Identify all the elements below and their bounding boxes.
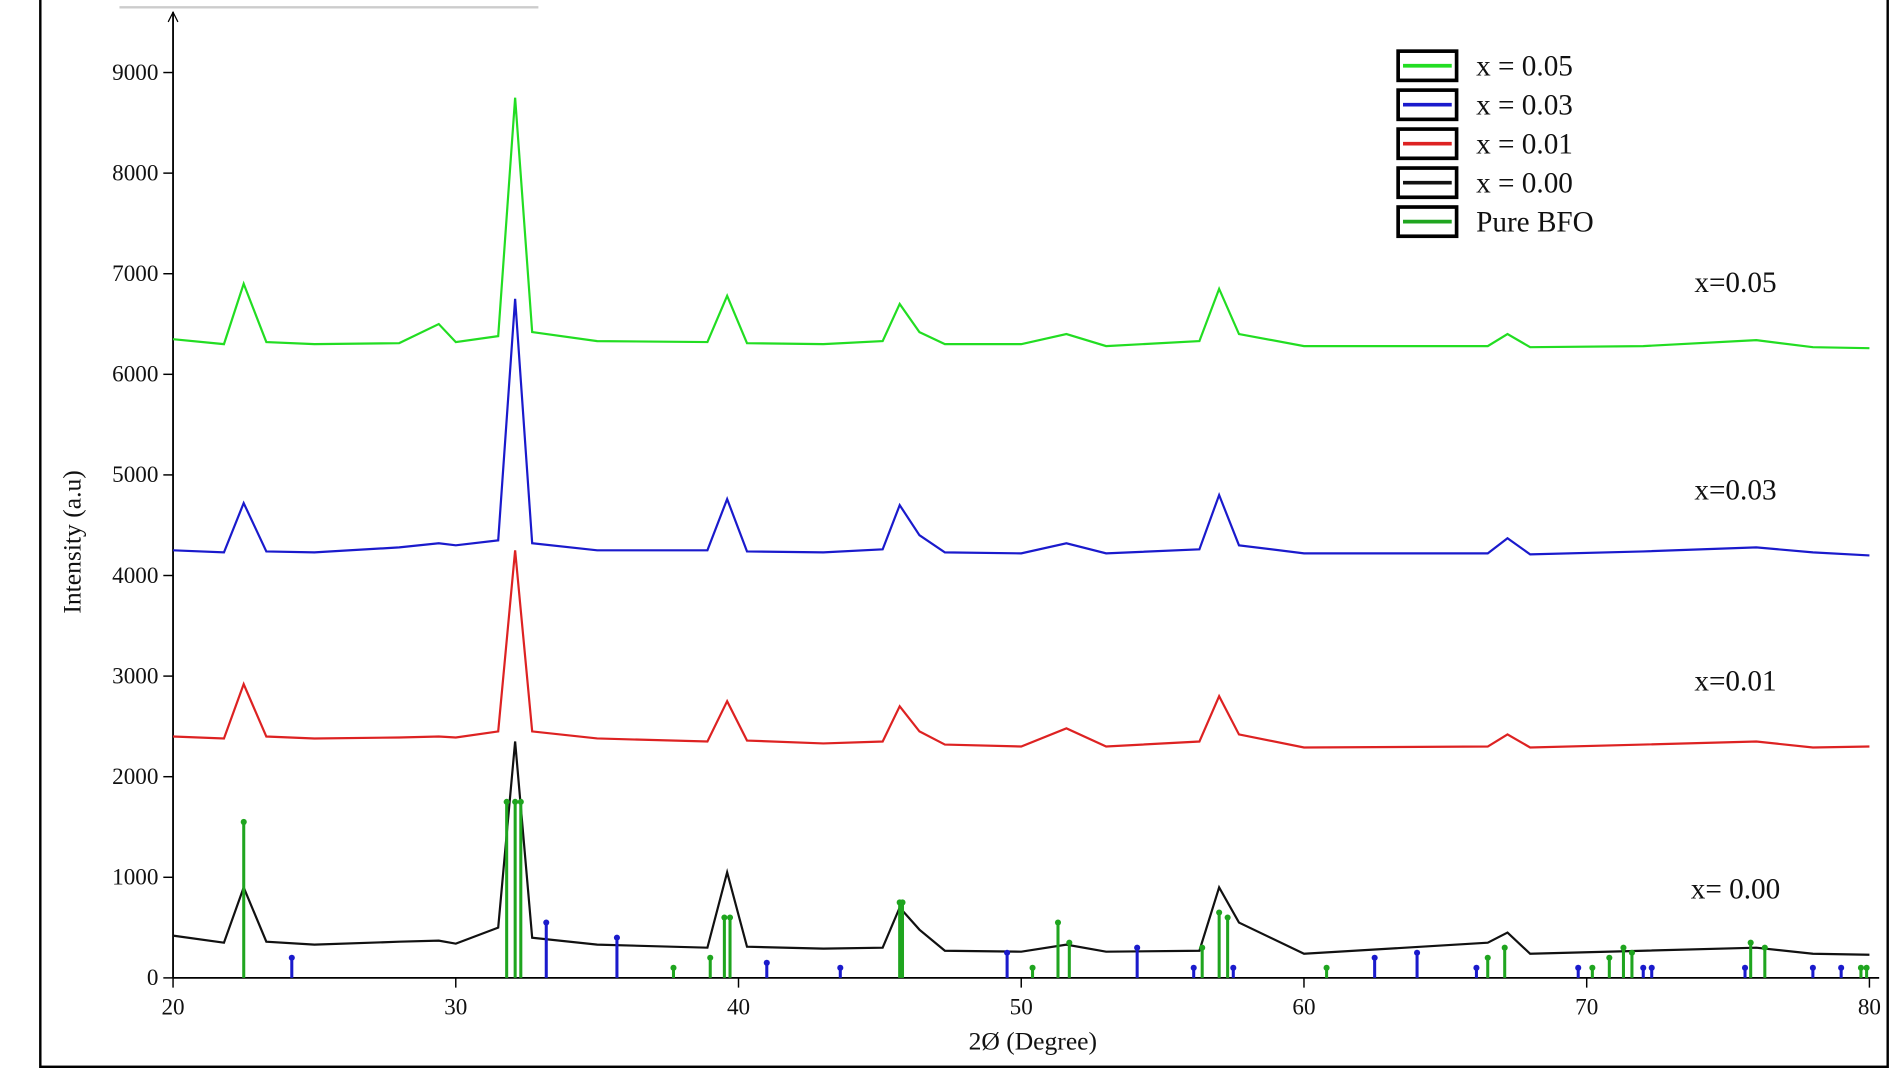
series-annotation: x= 0.00 [1691,874,1781,906]
stick-cap [1134,944,1141,951]
y-axis-arrow [167,10,179,23]
x-axis-title: 2Ø (Degree) [969,1027,1097,1056]
stick-cap [1575,964,1582,971]
legend-label: Pure BFO [1476,206,1594,238]
stick-cap [1473,964,1480,971]
stick-cap [1066,939,1073,946]
stick-cap [721,914,728,921]
stick-cap [707,954,714,961]
x-tick-label: 70 [1575,994,1598,1020]
stick-cap [517,798,524,805]
stick-cap [1216,909,1223,916]
stick-cap [1648,964,1655,971]
stick-cap [1501,944,1508,951]
x-tick-label: 30 [444,994,467,1020]
stick-cap [1628,949,1635,956]
stick-cap [1838,964,1845,971]
stick-cap [1589,964,1596,971]
series-annotation: x=0.03 [1694,474,1776,506]
stick-cap [1371,954,1378,961]
stick-cap [288,954,295,961]
stick-cap [1224,914,1231,921]
stick-cap [670,964,677,971]
y-tick-label: 6000 [112,362,158,388]
stick-cap [1199,944,1206,951]
stick-cap [1054,919,1062,926]
y-tick-label: 5000 [112,462,158,488]
x-tick-label: 60 [1292,994,1315,1020]
stick-cap [1484,954,1491,961]
stick-cap [899,899,906,906]
y-tick-label: 9000 [112,60,158,86]
series-annotation: x=0.01 [1694,665,1776,697]
y-tick-label: 8000 [112,160,158,186]
stick-cap [1857,964,1864,971]
stick-cap [1640,964,1647,971]
stick-cap [1620,944,1627,951]
y-tick-label: 3000 [112,663,158,689]
legend-label: x = 0.00 [1476,167,1573,199]
stick-cap [1230,964,1237,971]
stick-cap [726,914,734,921]
y-tick-label: 0 [147,965,159,991]
y-tick-label: 1000 [112,865,158,891]
stick-cap [1004,949,1011,956]
series-line [173,550,1870,749]
stick-cap [512,798,519,805]
legend-label: x = 0.01 [1476,128,1573,160]
legend: x = 0.05 x = 0.03 x = 0.01 x = 0.00 Pure BFO [1396,49,1594,238]
x-tick-label: 40 [727,994,750,1020]
stick-cap [837,964,844,971]
y-tick-label: 7000 [112,261,158,287]
stick-cap [1863,964,1870,971]
stick-cap [613,934,620,941]
series-line [172,97,1870,350]
frame [39,0,1889,1068]
stick-cap [1761,944,1768,951]
series-annotation: x=0.05 [1694,267,1776,299]
stick-cap [1323,964,1330,971]
x-tick-label: 20 [161,994,184,1020]
series-line [172,741,1870,956]
x-tick-label: 50 [1010,994,1033,1020]
x-tick-label: 80 [1858,994,1881,1020]
legend-label: x = 0.03 [1476,89,1573,121]
series-line [173,298,1870,557]
y-tick-label: 2000 [112,764,158,790]
stick-cap [503,798,510,805]
stick-cap [1190,964,1197,971]
stick-cap [240,818,247,826]
legend-label: x = 0.05 [1476,51,1573,83]
stick-cap [1809,964,1816,971]
stick-cap [1029,964,1036,971]
y-axis-title: Intensity (a.u) [57,470,86,613]
stick-cap [543,919,550,926]
stick-cap [763,959,770,966]
stick-cap [1414,949,1421,956]
stick-cap [1606,954,1613,961]
stick-cap [1741,964,1749,971]
stick-cap [1747,939,1754,946]
y-tick-label: 4000 [112,563,158,589]
